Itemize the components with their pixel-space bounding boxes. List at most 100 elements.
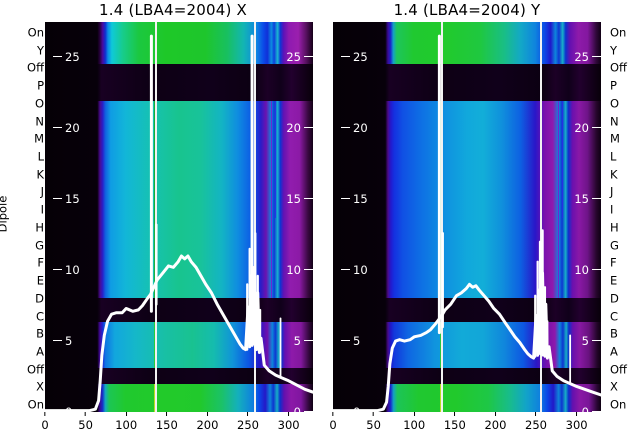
dipole-label-h: H	[610, 220, 619, 235]
dipole-label-f: F	[610, 255, 617, 270]
x-tick-mark	[288, 412, 290, 416]
inner-tick-mark	[53, 340, 62, 342]
inner-tick-mark	[341, 269, 350, 271]
dipole-label-x: X	[36, 379, 44, 394]
inner-y-tick-15: 15	[286, 192, 313, 206]
dipole-axis-right: On Y Off P O N M L K J I H G F E D C B A Off X On	[604, 22, 640, 412]
inner-y-tick-0: 0	[53, 405, 72, 412]
inner-tick-mark	[341, 198, 350, 200]
spectrogram-panel-y[interactable]: 0 5 10 15 20 25 0 5 10 15 20 25	[333, 22, 601, 412]
spectrogram-gap-band	[333, 298, 601, 322]
x-tick-100: 100	[403, 412, 425, 432]
spectrogram-streak	[275, 101, 277, 219]
dipole-label-g: G	[35, 238, 44, 253]
x-tick-0: 0	[329, 412, 337, 432]
dipole-label-l: L	[610, 149, 617, 164]
dipole-label-j: J	[40, 184, 44, 199]
spectrogram-streak	[153, 101, 155, 299]
inner-tick-label: 0	[293, 405, 301, 412]
x-tick-200: 200	[484, 412, 506, 432]
inner-tick-mark	[53, 127, 62, 129]
inner-tick-label: 25	[286, 50, 301, 65]
inner-tick-mark	[304, 127, 313, 129]
inner-tick-label: 5	[65, 334, 73, 349]
inner-tick-label: 5	[581, 334, 589, 349]
spectrogram-streak	[153, 321, 155, 368]
inner-tick-label: 15	[65, 192, 80, 207]
inner-tick-label: 20	[65, 121, 80, 136]
dipole-label-off: Off	[610, 362, 627, 377]
dipole-label-o: O	[34, 96, 44, 111]
x-tick-mark	[206, 412, 208, 416]
x-tick-250: 250	[237, 412, 259, 432]
x-tick-mark	[166, 412, 168, 416]
inner-y-tick-15: 15	[574, 192, 601, 206]
spectrogram-streak	[153, 383, 155, 412]
dipole-label-a: A	[36, 344, 44, 359]
inner-tick-mark	[592, 198, 601, 200]
inner-tick-mark	[304, 340, 313, 342]
inner-y-tick-25: 25	[574, 50, 601, 64]
x-tick-mark	[85, 412, 87, 416]
spectrogram-band	[45, 101, 313, 299]
x-tick-mark	[373, 412, 375, 416]
x-axis-panel-x: 0 50 100 150 200 250 300	[41, 412, 313, 440]
inner-tick-mark	[592, 127, 601, 129]
spectrogram-panel-x[interactable]: 0 5 10 15 20 25 0 5 10 15 20 25	[45, 22, 313, 412]
x-tick-label: 250	[237, 418, 259, 432]
x-tick-mark	[125, 412, 127, 416]
dipole-label-m: M	[34, 131, 44, 146]
x-tick-label: 200	[484, 418, 507, 432]
x-tick-label: 50	[366, 418, 381, 432]
spectrogram-band	[333, 321, 601, 368]
inner-y-tick-10: 10	[53, 263, 80, 277]
inner-y-tick-0: 0	[341, 405, 360, 412]
dipole-label-i: I	[610, 202, 614, 217]
inner-tick-label: 15	[574, 192, 589, 207]
x-tick-mark	[332, 412, 334, 416]
inner-tick-label: 0	[65, 405, 73, 412]
inner-tick-mark	[304, 198, 313, 200]
dipole-label-j: J	[610, 184, 614, 199]
x-tick-mark	[494, 412, 496, 416]
dipole-label-h: H	[35, 220, 44, 235]
x-tick-label: 150	[443, 418, 466, 432]
spectrogram-gap-band	[333, 367, 601, 384]
x-tick-mark	[247, 412, 249, 416]
inner-y-tick-10: 10	[341, 263, 368, 277]
inner-tick-mark	[53, 269, 62, 271]
panel-title-y: 1.4 (LBA4=2004) Y	[393, 1, 541, 19]
inner-y-tick-0: 0	[582, 405, 601, 412]
dipole-label-i: I	[40, 202, 44, 217]
trace-path	[333, 271, 601, 412]
inner-tick-label: 25	[65, 50, 80, 65]
inner-tick-mark	[53, 56, 62, 58]
inner-tick-label: 25	[353, 50, 368, 65]
inner-tick-label: 20	[286, 121, 301, 136]
spectrogram-gap-band	[333, 64, 601, 102]
inner-y-tick-25: 25	[341, 50, 368, 64]
dipole-label-b: B	[36, 326, 44, 341]
x-tick-300: 300	[566, 412, 588, 432]
dipole-axis-left: Dipole On Y Off P O N M L K J I H G F E D C B A Off X On	[0, 22, 44, 412]
dipole-label-on: On	[610, 25, 627, 40]
spectrogram-marker-line	[253, 22, 256, 412]
dipole-label-e: E	[610, 273, 618, 288]
x-tick-label: 300	[565, 418, 588, 432]
inner-y-tick-25: 25	[53, 50, 80, 64]
inner-y-tick-5: 5	[53, 334, 72, 348]
x-tick-mark	[576, 412, 578, 416]
inner-tick-label: 15	[353, 192, 368, 207]
x-tick-label: 0	[41, 418, 49, 432]
dipole-label-d: D	[610, 291, 619, 306]
panel-title-x: 1.4 (LBA4=2004) X	[99, 1, 247, 19]
dipole-label-a: A	[610, 344, 618, 359]
dipole-label-off: Off	[27, 60, 44, 75]
inner-y-tick-25: 25	[286, 50, 313, 64]
x-tick-50: 50	[78, 412, 93, 432]
inner-tick-mark	[592, 269, 601, 271]
inner-tick-label: 5	[353, 334, 361, 349]
inner-tick-mark	[304, 269, 313, 271]
dipole-label-g: G	[610, 238, 619, 253]
inner-tick-mark	[341, 56, 350, 58]
